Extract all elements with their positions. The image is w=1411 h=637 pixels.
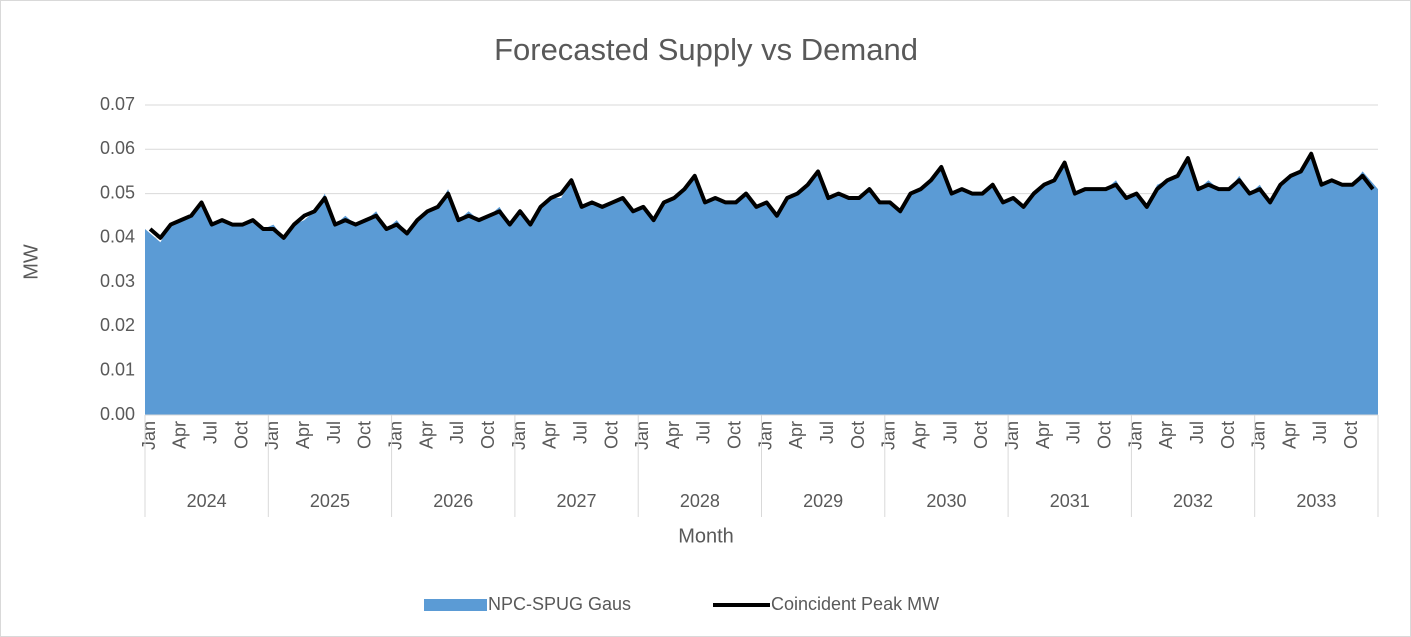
legend-label: Coincident Peak MW <box>771 594 939 614</box>
group-label: 2028 <box>680 491 720 511</box>
y-tick-label: 0.00 <box>100 404 135 424</box>
x-tick-label: Oct <box>1341 421 1361 449</box>
group-label: 2030 <box>926 491 966 511</box>
group-label: 2032 <box>1173 491 1213 511</box>
x-tick-label: Apr <box>786 421 806 449</box>
x-tick-label: Jan <box>1249 421 1269 450</box>
x-tick-label: Apr <box>170 421 190 449</box>
y-tick-label: 0.07 <box>100 94 135 114</box>
legend-swatch <box>424 599 487 611</box>
group-label: 2024 <box>187 491 227 511</box>
y-tick-label: 0.06 <box>100 138 135 158</box>
x-tick-label: Apr <box>663 421 683 449</box>
x-tick-label: Apr <box>1033 421 1053 449</box>
y-tick-label: 0.02 <box>100 315 135 335</box>
x-tick-label: Jul <box>324 421 344 444</box>
area <box>145 153 1378 415</box>
group-label: 2029 <box>803 491 843 511</box>
y-tick-label: 0.05 <box>100 182 135 202</box>
x-tick-label: Jul <box>447 421 467 444</box>
x-tick-label: Jul <box>1187 421 1207 444</box>
group-label: 2031 <box>1050 491 1090 511</box>
group-label: 2025 <box>310 491 350 511</box>
line <box>148 151 1375 240</box>
x-tick-label: Oct <box>355 421 375 449</box>
x-tick-label: Apr <box>1279 421 1299 449</box>
x-tick-label: Oct <box>1094 421 1114 449</box>
y-tick-label: 0.03 <box>100 271 135 291</box>
x-tick-label: Oct <box>725 421 745 449</box>
x-tick-label: Apr <box>540 421 560 449</box>
x-tick-label: Jul <box>940 421 960 444</box>
x-tick-label: Jul <box>817 421 837 444</box>
chart-title: Forecasted Supply vs Demand <box>494 32 918 67</box>
x-tick-label: Apr <box>293 421 313 449</box>
x-tick-label: Apr <box>1156 421 1176 449</box>
x-tick-label: Oct <box>601 421 621 449</box>
x-tick-label: Jan <box>632 421 652 450</box>
x-tick-label: Jan <box>509 421 529 450</box>
group-label: 2033 <box>1296 491 1336 511</box>
x-tick-label: Oct <box>1218 421 1238 449</box>
x-tick-label: Jul <box>201 421 221 444</box>
x-tick-label: Oct <box>231 421 251 449</box>
x-tick-label: Jan <box>755 421 775 450</box>
y-axis-title: MW <box>20 244 42 280</box>
x-tick-label: Oct <box>478 421 498 449</box>
y-tick-label: 0.01 <box>100 359 135 379</box>
group-label: 2026 <box>433 491 473 511</box>
y-tick-label: 0.04 <box>100 227 135 247</box>
x-tick-label: Oct <box>848 421 868 449</box>
x-tick-label: Jan <box>1125 421 1145 450</box>
x-tick-label: Jul <box>1310 421 1330 444</box>
x-tick-label: Jan <box>385 421 405 450</box>
x-tick-label: Jul <box>570 421 590 444</box>
x-tick-label: Jul <box>1064 421 1084 444</box>
x-tick-label: Jan <box>139 421 159 450</box>
x-tick-label: Oct <box>971 421 991 449</box>
x-tick-label: Jan <box>879 421 899 450</box>
x-tick-label: Jan <box>262 421 282 450</box>
group-label: 2027 <box>557 491 597 511</box>
x-tick-label: Apr <box>416 421 436 449</box>
x-axis-title: Month <box>678 525 734 547</box>
x-tick-label: Jan <box>1002 421 1022 450</box>
x-tick-label: Apr <box>910 421 930 449</box>
legend-label: NPC-SPUG Gaus <box>488 594 631 614</box>
x-tick-label: Jul <box>694 421 714 444</box>
